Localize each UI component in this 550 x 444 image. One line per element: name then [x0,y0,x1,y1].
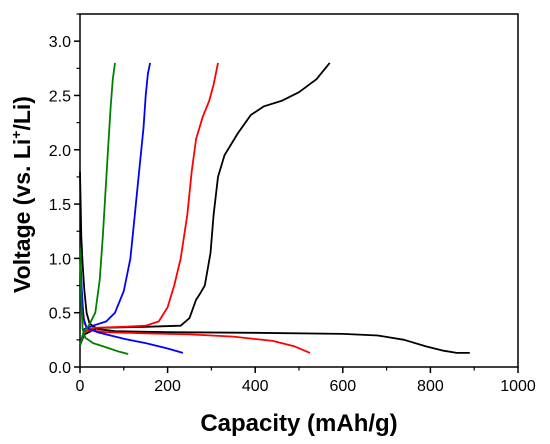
plot-frame [79,13,519,368]
series-0-charge-line [79,62,331,346]
x-tick-label: 400 [242,378,269,395]
series-2-charge-line [79,62,151,346]
series-1-discharge-line [79,258,311,354]
y-tick-label: 1.5 [49,197,71,214]
series-3-charge-line [79,62,116,346]
y-axis-tick-labels: 0.0 0.5 1.0 1.5 2.0 2.5 3.0 [49,34,71,377]
x-tick-label: 1000 [500,378,536,395]
series-2-discharge-line [79,247,184,354]
y-axis-title-prefix: Voltage (vs. Li [9,139,35,293]
y-tick-label: 1.0 [49,251,71,268]
series-1-charge-line [79,62,219,346]
y-axis-title-superscript: + [8,131,24,139]
x-axis-title: Capacity (mAh/g) [200,410,397,437]
y-tick-label: 3.0 [49,34,71,51]
x-tick-label: 0 [76,378,85,395]
series-0-discharge-line [79,171,470,354]
y-axis-title-suffix: /Li) [9,96,35,131]
y-tick-label: 2.0 [49,143,71,160]
y-tick-label: 2.5 [49,88,71,105]
series-3-discharge-line [79,247,129,355]
x-tick-label: 800 [417,378,444,395]
x-tick-label: 600 [329,378,356,395]
series-layer [79,62,470,355]
x-axis-tick-labels: 0 200 400 600 800 1000 [76,378,536,395]
y-tick-label: 0.5 [49,306,71,323]
x-tick-label: 200 [154,378,181,395]
y-tick-label: 0.0 [49,360,71,377]
y-axis-ticks [74,13,80,368]
x-axis-ticks [79,367,519,373]
plot-area [79,13,519,368]
y-axis-title: Voltage (vs. Li+/Li) [8,96,35,293]
